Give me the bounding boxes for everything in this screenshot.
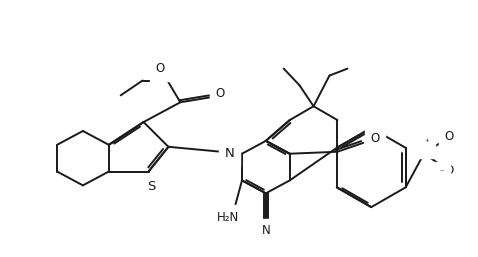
Text: N: N [224,147,234,160]
Text: O: O [156,62,165,75]
Text: S: S [147,180,156,193]
Text: O: O [444,130,454,143]
Text: ⁺: ⁺ [425,138,430,147]
Text: ⁻: ⁻ [439,168,444,177]
Text: N: N [261,224,270,237]
Text: H₂N: H₂N [217,210,239,224]
Text: N: N [419,139,428,152]
Text: O: O [370,132,380,145]
Text: O: O [444,164,454,177]
Text: O: O [216,87,225,100]
